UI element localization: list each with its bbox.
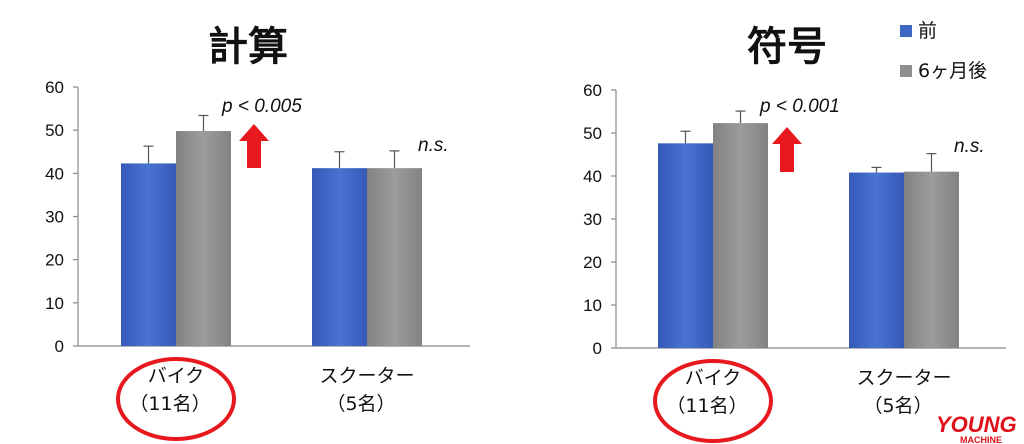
category-label: スクーター <box>319 365 414 387</box>
bar-after <box>367 168 422 346</box>
y-tick-label: 30 <box>583 210 602 229</box>
y-tick-label: 50 <box>45 121 64 140</box>
legend-label: 6ヶ月後 <box>918 60 987 82</box>
category-label: （11名） <box>666 395 747 417</box>
watermark-logo: YOUNG <box>936 412 1017 437</box>
category-label: バイク <box>685 367 742 389</box>
category-label: スクーター <box>856 367 951 389</box>
y-tick-label: 0 <box>55 337 64 356</box>
y-tick-label: 20 <box>583 253 602 272</box>
legend-label: 前 <box>918 20 937 42</box>
y-tick-label: 30 <box>45 208 64 227</box>
watermark-logo-sub: MACHINE <box>960 435 1002 444</box>
significance-label: n.s. <box>418 135 449 156</box>
significance-label: n.s. <box>954 136 985 157</box>
y-tick-label: 10 <box>583 296 602 315</box>
legend-swatch <box>900 65 912 77</box>
y-tick-label: 60 <box>583 81 602 100</box>
y-tick-label: 60 <box>45 78 64 97</box>
bar-before <box>121 163 176 346</box>
bar-before <box>658 143 713 348</box>
category-label: バイク <box>148 365 205 387</box>
bar-after <box>176 131 231 346</box>
y-tick-label: 40 <box>45 164 64 183</box>
legend-swatch <box>900 25 912 37</box>
y-tick-label: 0 <box>593 339 602 358</box>
chart-title: 計算 <box>208 24 288 70</box>
bar-before <box>849 172 904 348</box>
significance-label: p < 0.005 <box>221 96 302 117</box>
increase-arrow-icon <box>239 124 269 168</box>
bar-after <box>713 123 768 348</box>
y-tick-label: 10 <box>45 294 64 313</box>
category-label: （5名） <box>326 393 395 415</box>
highlight-circle <box>116 357 236 441</box>
y-tick-label: 50 <box>583 124 602 143</box>
increase-arrow-icon <box>772 127 802 172</box>
bar-after <box>904 171 959 348</box>
chart-title: 符号 <box>747 24 827 70</box>
y-tick-label: 40 <box>583 167 602 186</box>
category-label: （5名） <box>863 395 932 417</box>
significance-label: p < 0.001 <box>759 96 840 117</box>
highlight-circle <box>653 359 773 443</box>
y-tick-label: 20 <box>45 251 64 270</box>
bar-before <box>312 168 367 346</box>
category-label: （11名） <box>129 393 210 415</box>
